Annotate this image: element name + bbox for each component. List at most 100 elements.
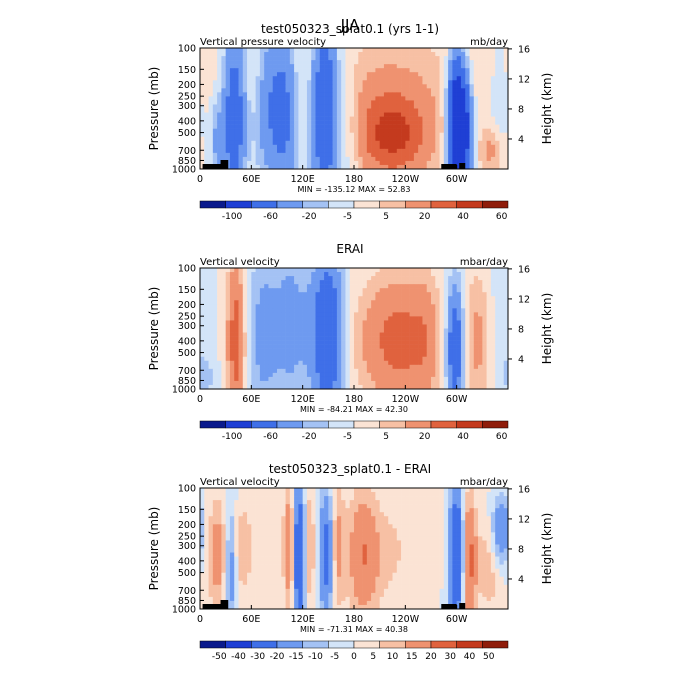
heatmap-cell <box>277 488 282 493</box>
heatmap-cell <box>366 76 372 81</box>
heatmap-cell <box>392 332 398 337</box>
heatmap-cell <box>456 372 462 378</box>
heatmap-cell <box>217 108 222 113</box>
x-tick-label: 60W <box>446 174 468 185</box>
heatmap-cell <box>289 352 295 358</box>
heatmap-cell <box>272 52 278 57</box>
heatmap-cell <box>499 128 505 133</box>
heatmap-cell <box>482 140 487 146</box>
heatmap-cell <box>413 376 419 382</box>
heatmap-cell <box>503 352 509 358</box>
heatmap-cell <box>255 380 261 386</box>
heatmap-cell <box>302 160 308 166</box>
heatmap-cell <box>499 328 505 333</box>
heatmap-cell <box>469 72 475 77</box>
heatmap-cell <box>478 380 483 386</box>
heatmap-cell <box>452 92 457 97</box>
heatmap-cell <box>366 316 372 321</box>
heatmap-cell <box>345 116 351 121</box>
heatmap-cell <box>358 52 363 57</box>
heatmap-cell <box>315 504 321 509</box>
heatmap-cell <box>345 120 351 125</box>
heatmap-cell <box>401 492 406 497</box>
heatmap-cell <box>460 280 466 285</box>
heatmap-cell <box>217 144 222 150</box>
heatmap-cell <box>409 496 415 501</box>
heatmap-cell <box>298 340 303 345</box>
heatmap-cell <box>473 308 479 313</box>
heatmap-cell <box>345 48 351 53</box>
heatmap-cell <box>452 128 457 133</box>
heatmap-cell <box>281 376 286 382</box>
heatmap-cell <box>277 360 282 366</box>
heatmap-cell <box>448 340 453 345</box>
heatmap-cell <box>311 80 316 85</box>
heatmap-cell <box>396 344 402 349</box>
heatmap-cell <box>366 104 372 109</box>
heatmap-cell <box>229 104 235 109</box>
heatmap-cell <box>324 148 329 154</box>
heatmap-cell <box>217 372 222 378</box>
heatmap-cell <box>221 344 226 349</box>
heatmap-cell <box>238 348 244 353</box>
heatmap-cell <box>478 140 483 146</box>
heatmap-cell <box>289 364 295 370</box>
heatmap-cell <box>478 508 483 513</box>
heatmap-cell <box>448 68 453 73</box>
heatmap-cell <box>328 48 333 53</box>
heatmap-cell <box>259 128 265 133</box>
heatmap-cell <box>379 328 385 333</box>
heatmap-cell <box>268 164 274 170</box>
heatmap-cell <box>319 60 325 65</box>
heatmap-cell <box>294 140 299 146</box>
heatmap-cell <box>379 144 385 150</box>
heatmap-cell <box>465 288 470 293</box>
heatmap-cell <box>247 116 252 121</box>
heatmap-cell <box>345 304 351 309</box>
heatmap-cell <box>388 368 393 374</box>
colorbar-label: -5 <box>343 212 352 222</box>
heatmap-cell <box>418 140 423 146</box>
heatmap-cell <box>503 132 509 138</box>
heatmap-cell <box>306 316 312 321</box>
heatmap-cell <box>426 364 432 370</box>
heatmap-cell <box>251 144 256 150</box>
heatmap-cell <box>413 328 419 333</box>
heatmap-cell <box>242 84 248 89</box>
heatmap-cell <box>221 328 226 333</box>
heatmap-cell <box>251 88 256 93</box>
heatmap-cell <box>499 80 505 85</box>
heatmap-cell <box>289 296 295 301</box>
heatmap-cell <box>259 328 265 333</box>
heatmap-cell <box>251 376 256 382</box>
heatmap-cell <box>413 344 419 349</box>
heatmap-cell <box>238 120 244 125</box>
heatmap-cell <box>324 344 329 349</box>
heatmap-cell <box>358 104 363 109</box>
heatmap-cell <box>229 488 235 493</box>
heatmap-cell <box>272 344 278 349</box>
heatmap-cell <box>409 348 415 353</box>
heatmap-cell <box>358 328 363 333</box>
heatmap-cell <box>255 56 261 61</box>
heatmap-cell <box>443 272 449 277</box>
heatmap-cell <box>396 72 402 77</box>
heatmap-cell <box>401 272 406 277</box>
heatmap-cell <box>392 312 398 317</box>
heatmap-cell <box>426 156 432 162</box>
heatmap-cell <box>473 164 479 170</box>
heatmap-cell <box>503 88 509 93</box>
heatmap-cell <box>499 64 505 69</box>
heatmap-cell <box>490 72 496 77</box>
heatmap-cell <box>306 312 312 317</box>
heatmap-cell <box>448 376 453 382</box>
heatmap-cell <box>229 332 235 337</box>
colorbar-label: -20 <box>302 432 317 442</box>
heatmap-cell <box>405 148 410 154</box>
heatmap-cell <box>413 384 419 390</box>
heatmap-cell <box>413 120 419 125</box>
heatmap-cell <box>289 360 295 366</box>
heatmap-cell <box>242 312 248 317</box>
heatmap-cell <box>503 108 509 113</box>
heatmap-cell <box>306 292 312 297</box>
